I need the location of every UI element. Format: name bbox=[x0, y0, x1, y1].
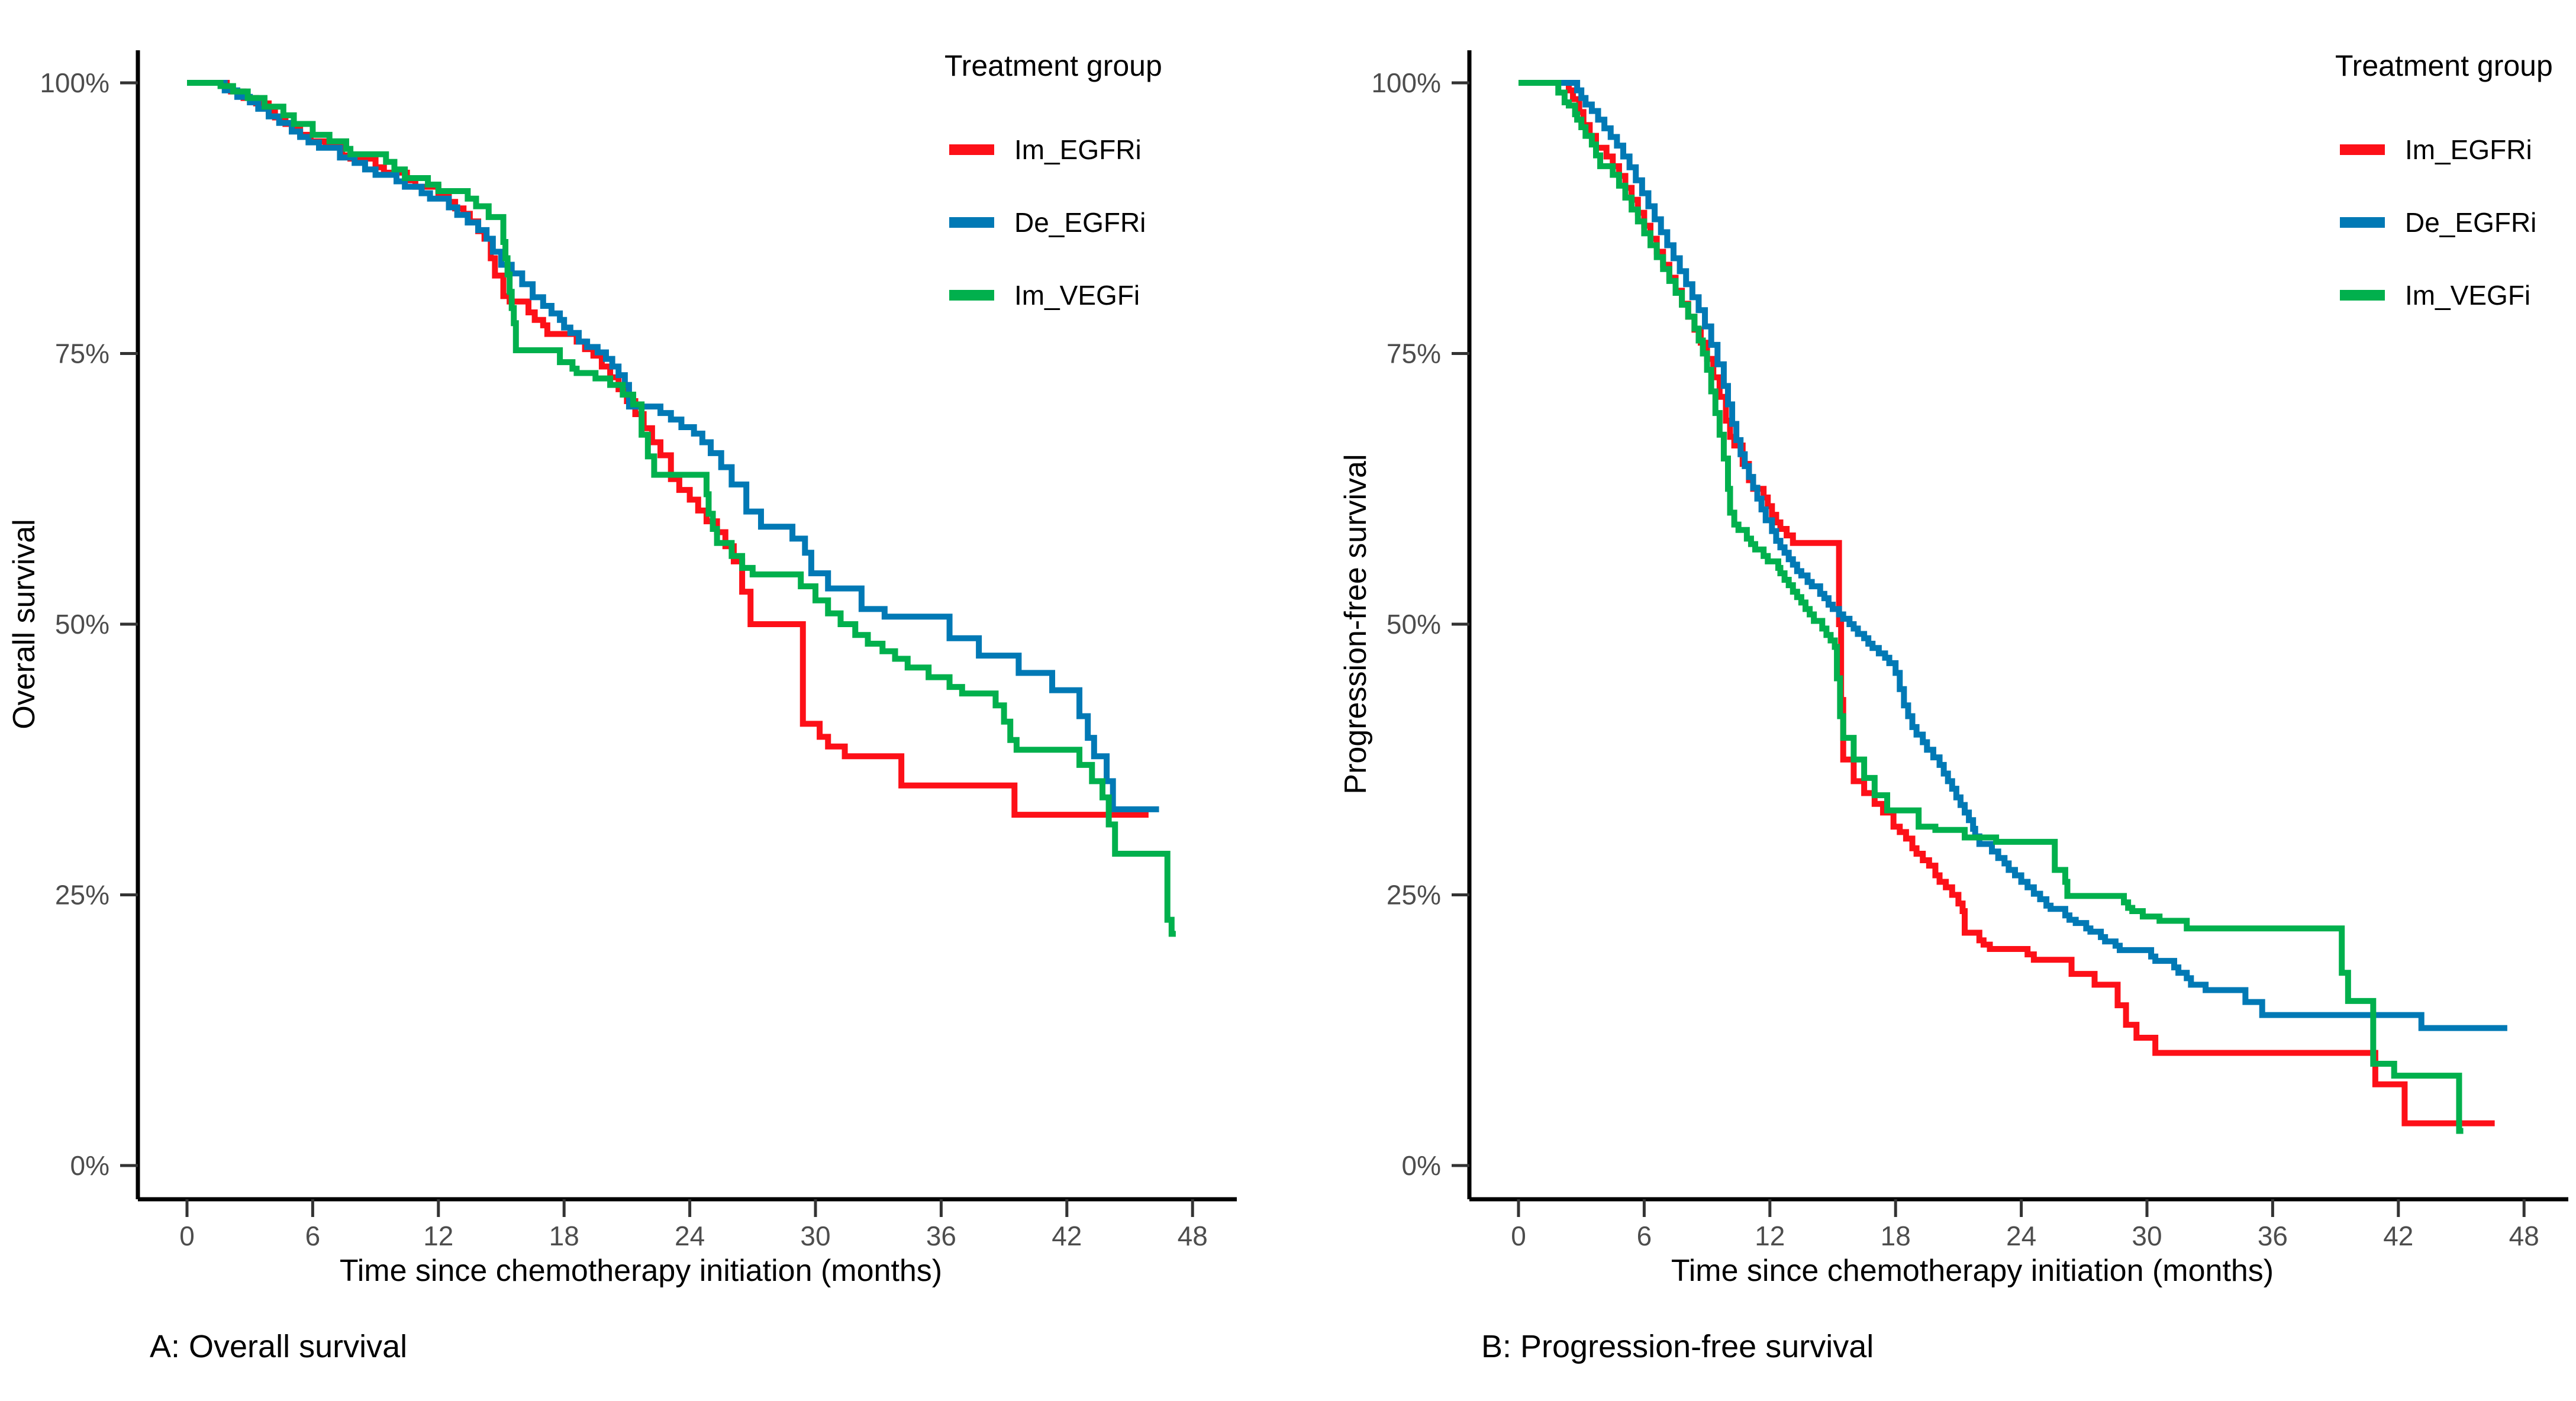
legend-swatch-im_egfri bbox=[949, 144, 994, 155]
legend-label-de_egfri: De_EGFRi bbox=[2405, 207, 2536, 238]
x-tick-label: 12 bbox=[1755, 1221, 1785, 1251]
x-tick-label: 12 bbox=[423, 1221, 453, 1251]
x-tick-label: 18 bbox=[549, 1221, 579, 1251]
x-tick-label: 30 bbox=[2132, 1221, 2162, 1251]
y-tick-label: 0% bbox=[70, 1150, 109, 1181]
legend-title: Treatment group bbox=[2335, 49, 2553, 82]
x-tick-label: 0 bbox=[179, 1221, 195, 1251]
y-tick-label: 75% bbox=[1387, 338, 1441, 369]
x-axis-title: Time since chemotherapy initiation (mont… bbox=[1671, 1254, 2274, 1288]
legend-label-im_vegfi: Im_VEGFi bbox=[1014, 280, 1140, 311]
legend-swatch-de_egfri bbox=[2340, 217, 2385, 228]
y-tick-label: 0% bbox=[1402, 1150, 1441, 1181]
y-axis-title: Progression-free survival bbox=[1339, 454, 1373, 794]
x-tick-label: 42 bbox=[1052, 1221, 1082, 1251]
x-tick-label: 24 bbox=[675, 1221, 705, 1251]
y-tick-label: 50% bbox=[55, 609, 109, 640]
y-axis-title: Overall survival bbox=[7, 519, 41, 729]
x-tick-label: 30 bbox=[800, 1221, 830, 1251]
x-tick-label: 24 bbox=[2006, 1221, 2036, 1251]
legend-swatch-im_vegfi bbox=[949, 290, 994, 301]
legend-swatch-im_egfri bbox=[2340, 144, 2385, 155]
km-curve-im_vegfi-panel-b bbox=[1518, 80, 2464, 1134]
y-tick-label: 100% bbox=[40, 67, 109, 98]
legend-label-im_vegfi: Im_VEGFi bbox=[2405, 280, 2530, 311]
panel-a-caption: A: Overall survival bbox=[150, 1329, 408, 1364]
km-curve-de_egfri-panel-b bbox=[1518, 80, 2507, 1031]
x-tick-label: 6 bbox=[1637, 1221, 1652, 1251]
y-tick-label: 75% bbox=[55, 338, 109, 369]
x-tick-label: 6 bbox=[305, 1221, 321, 1251]
x-tick-label: 48 bbox=[1178, 1221, 1208, 1251]
x-tick-label: 18 bbox=[1881, 1221, 1911, 1251]
x-tick-label: 42 bbox=[2383, 1221, 2413, 1251]
legend-label-de_egfri: De_EGFRi bbox=[1014, 207, 1146, 238]
x-tick-label: 36 bbox=[926, 1221, 956, 1251]
y-tick-label: 100% bbox=[1371, 67, 1441, 98]
panel-b-caption: B: Progression-free survival bbox=[1481, 1329, 1874, 1364]
legend-title: Treatment group bbox=[944, 49, 1162, 82]
legend-label-im_egfri: Im_EGFRi bbox=[1014, 134, 1142, 165]
km-curve-de_egfri-panel-a bbox=[187, 80, 1159, 812]
x-tick-label: 48 bbox=[2509, 1221, 2539, 1251]
y-tick-label: 25% bbox=[1387, 880, 1441, 911]
y-tick-label: 50% bbox=[1387, 609, 1441, 640]
x-tick-label: 36 bbox=[2258, 1221, 2288, 1251]
y-tick-label: 25% bbox=[55, 880, 109, 911]
legend-swatch-de_egfri bbox=[949, 217, 994, 228]
x-axis-title: Time since chemotherapy initiation (mont… bbox=[340, 1254, 942, 1288]
legend-swatch-im_vegfi bbox=[2340, 290, 2385, 301]
legend-label-im_egfri: Im_EGFRi bbox=[2405, 134, 2532, 165]
km-curve-im_vegfi-panel-a bbox=[187, 80, 1176, 937]
x-tick-label: 0 bbox=[1511, 1221, 1526, 1251]
